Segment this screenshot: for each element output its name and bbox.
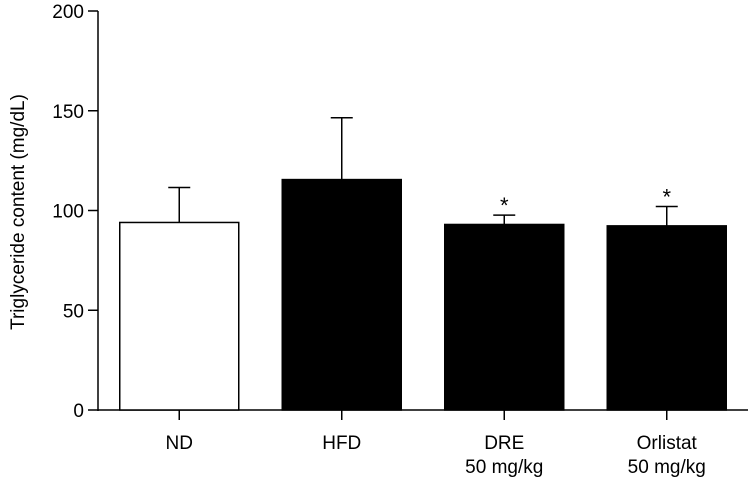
x-tick-label-2-1: 50 mg/kg	[465, 457, 543, 478]
bar-1	[281, 178, 402, 411]
x-tick-label-2-0: DRE	[484, 433, 524, 454]
y-tick-label-150: 150	[52, 102, 84, 123]
y-tick-label-100: 100	[52, 202, 84, 223]
bar-3	[606, 225, 727, 411]
x-tick-label-3-0: Orlistat	[637, 433, 698, 454]
x-tick-label-1-0: HFD	[322, 433, 361, 454]
x-tick-label-0-0: ND	[166, 433, 193, 454]
bar-0	[119, 221, 240, 411]
x-tick-label-3-1: 50 mg/kg	[628, 457, 706, 478]
y-tick-label-0: 0	[73, 401, 84, 422]
y-tick-label-50: 50	[63, 301, 84, 322]
bar-2	[444, 223, 565, 411]
y-tick-label-200: 200	[52, 2, 84, 23]
significance-mark-2: *	[500, 193, 509, 218]
y-axis-title: Triglyceride content (mg/dL)	[8, 94, 29, 330]
chart-marks: 0 50 100 150 200 ND HFD DRE 50 mg/kg * Orlistat 50 …	[52, 2, 748, 478]
significance-mark-3: *	[662, 185, 671, 210]
